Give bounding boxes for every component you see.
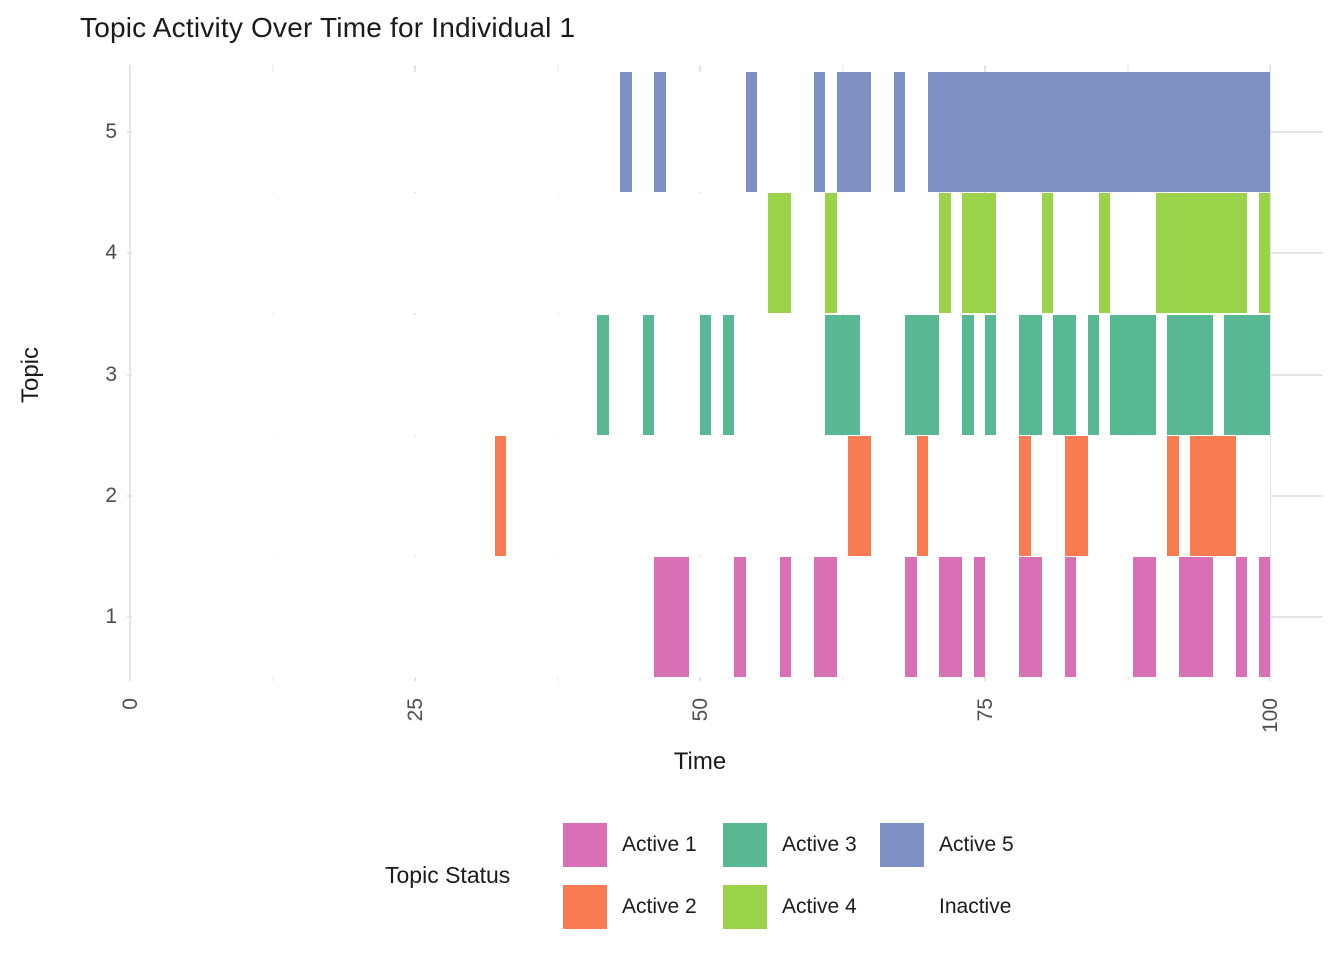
activity-bar-topic-1 xyxy=(1235,557,1248,677)
activity-bar-topic-3 xyxy=(643,314,655,435)
y-tick-label: 5 xyxy=(105,120,117,143)
activity-bar-topic-1 xyxy=(1133,557,1156,677)
activity-bar-topic-1 xyxy=(779,557,792,677)
activity-bar-topic-3 xyxy=(1087,314,1099,435)
activity-bar-topic-2 xyxy=(1019,435,1031,556)
x-tick-label: 50 xyxy=(689,698,712,722)
activity-bar-topic-5 xyxy=(893,72,906,192)
activity-bar-topic-2 xyxy=(848,435,871,556)
legend-swatch-inactive xyxy=(880,885,924,929)
activity-bar-topic-4 xyxy=(1156,193,1248,314)
activity-bar-topic-4 xyxy=(825,193,837,314)
x-tick-label: 25 xyxy=(404,698,427,722)
inactive-tile-topic-4 xyxy=(132,193,1270,314)
activity-bar-topic-1 xyxy=(814,557,837,677)
activity-bar-topic-4 xyxy=(1099,193,1111,314)
legend-label: Active 2 xyxy=(622,895,697,918)
y-tick-label: 3 xyxy=(105,362,117,386)
y-tick-label: 1 xyxy=(105,605,117,628)
chart-title: Topic Activity Over Time for Individual … xyxy=(80,12,576,43)
activity-bar-topic-1 xyxy=(734,557,746,677)
activity-bar-topic-4 xyxy=(939,193,951,314)
activity-bar-topic-4 xyxy=(962,193,997,314)
legend-swatch-active-3 xyxy=(723,823,767,867)
legend-item: Active 3 xyxy=(723,823,857,867)
activity-bar-topic-3 xyxy=(1224,314,1270,435)
activity-bar-topic-3 xyxy=(722,314,735,435)
legend-item: Active 1 xyxy=(563,823,697,867)
activity-bar-topic-1 xyxy=(1258,557,1270,677)
legend-title: Topic Status xyxy=(385,862,511,888)
activity-bar-topic-1 xyxy=(1019,557,1042,677)
legend-item: Active 2 xyxy=(563,885,697,929)
activity-bar-topic-3 xyxy=(1053,314,1077,435)
chart-panel xyxy=(127,65,1323,681)
activity-bar-topic-3 xyxy=(700,314,712,435)
activity-bar-topic-3 xyxy=(597,314,609,435)
activity-bar-topic-1 xyxy=(939,557,963,677)
activity-bar-topic-1 xyxy=(905,557,917,677)
activity-bar-topic-5 xyxy=(928,72,1270,192)
activity-bar-topic-3 xyxy=(905,314,940,435)
x-tick-label: 100 xyxy=(1259,698,1282,734)
activity-bar-topic-3 xyxy=(1167,314,1213,435)
activity-bar-topic-1 xyxy=(1064,557,1077,677)
activity-bar-topic-4 xyxy=(768,193,792,314)
legend-label: Active 1 xyxy=(622,833,697,856)
activity-bar-topic-2 xyxy=(494,435,507,556)
y-tick-label: 4 xyxy=(105,241,117,265)
activity-bar-topic-2 xyxy=(916,435,928,556)
legend-label: Active 4 xyxy=(782,895,857,918)
activity-bar-topic-3 xyxy=(1110,314,1156,435)
x-axis-title: Time xyxy=(673,748,727,775)
inactive-tile-topic-1 xyxy=(132,557,1270,677)
legend-item: Active 5 xyxy=(880,823,1014,867)
activity-bar-topic-5 xyxy=(836,72,871,192)
legend-swatch-active-4 xyxy=(723,885,767,929)
activity-bar-topic-1 xyxy=(973,557,985,677)
activity-bar-topic-4 xyxy=(1258,193,1270,314)
gridline-x-major xyxy=(1269,65,1271,681)
legend-swatch-active-1 xyxy=(563,823,607,867)
activity-bar-topic-3 xyxy=(825,314,860,435)
legend-swatch-active-5 xyxy=(880,823,924,867)
legend: Topic Status Active 1 Active 2 Active 3 Act… xyxy=(385,810,1105,945)
inactive-tile-topic-2 xyxy=(132,435,1270,556)
x-tick-label: 75 xyxy=(974,698,997,722)
y-axis-title: Topic xyxy=(17,346,44,404)
y-tick-label: 2 xyxy=(105,483,117,507)
activity-bar-topic-2 xyxy=(1167,435,1179,556)
activity-bar-topic-3 xyxy=(1019,314,1042,435)
activity-bar-topic-5 xyxy=(654,72,666,192)
activity-bar-topic-2 xyxy=(1190,435,1236,556)
activity-bar-topic-5 xyxy=(620,72,632,192)
legend-item: Active 4 xyxy=(723,885,857,929)
activity-bar-topic-3 xyxy=(962,314,974,435)
activity-bar-topic-2 xyxy=(1064,435,1088,556)
legend-swatch-active-2 xyxy=(563,885,607,929)
activity-bar-topic-1 xyxy=(654,557,689,677)
gridline-x-major xyxy=(129,65,131,681)
activity-bar-topic-5 xyxy=(814,72,826,192)
activity-bar-topic-4 xyxy=(1042,193,1054,314)
legend-item: Inactive xyxy=(880,885,1011,929)
activity-bar-topic-3 xyxy=(985,314,997,435)
activity-bar-topic-5 xyxy=(745,72,757,192)
activity-bar-topic-1 xyxy=(1178,557,1213,677)
legend-label: Active 3 xyxy=(782,833,857,856)
legend-label: Inactive xyxy=(939,895,1012,918)
legend-label: Active 5 xyxy=(939,833,1014,856)
x-tick-label: 0 xyxy=(119,698,142,710)
